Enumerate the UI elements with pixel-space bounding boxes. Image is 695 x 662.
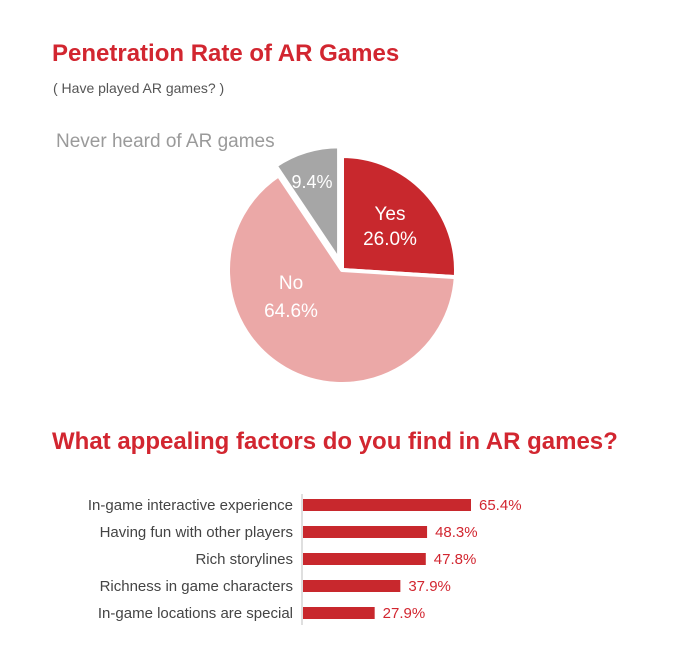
bar-chart-title: What appealing factors do you find in AR… (52, 428, 618, 455)
bar-1 (303, 499, 471, 511)
pie-value-no: 64.6% (264, 301, 318, 322)
pie-value-yes: 26.0% (363, 229, 417, 250)
pie-slice-never-heard (273, 144, 342, 263)
bar-value-label: 27.9% (383, 605, 426, 622)
bar-5 (303, 607, 375, 619)
pie-slice-no (226, 173, 458, 386)
bar-category-label: Rich storylines (195, 551, 293, 568)
bar-value-label: 48.3% (435, 524, 478, 541)
bar-category-label: Richness in game characters (100, 578, 293, 595)
bar-value-label: 65.4% (479, 497, 522, 514)
bar-2 (303, 526, 428, 538)
bar-category-label: In-game interactive experience (88, 497, 293, 514)
pie-chart-title: Penetration Rate of AR Games (52, 40, 400, 67)
bar-3 (303, 553, 426, 565)
pie-value-never-heard: 9.4% (291, 172, 332, 192)
pie-label-no: No (279, 273, 303, 294)
pie-chart: Yes 26.0% No 64.6% 9.4% Never heard of AR gam… (56, 131, 458, 386)
bar-chart: In-game interactive experience 65.4% Havin… (88, 494, 522, 625)
pie-label-yes: Yes (375, 204, 406, 225)
pie-slice-yes (340, 154, 458, 280)
pie-label-never-heard: Never heard of AR games (56, 131, 275, 152)
bar-category-label: In-game locations are special (98, 605, 293, 622)
bar-category-label: Having fun with other players (100, 524, 293, 541)
bar-value-label: 37.9% (408, 578, 451, 595)
bar-4 (303, 580, 401, 592)
bar-value-label: 47.8% (434, 551, 477, 568)
pie-chart-subtitle: ( Have played AR games? ) (53, 80, 225, 96)
